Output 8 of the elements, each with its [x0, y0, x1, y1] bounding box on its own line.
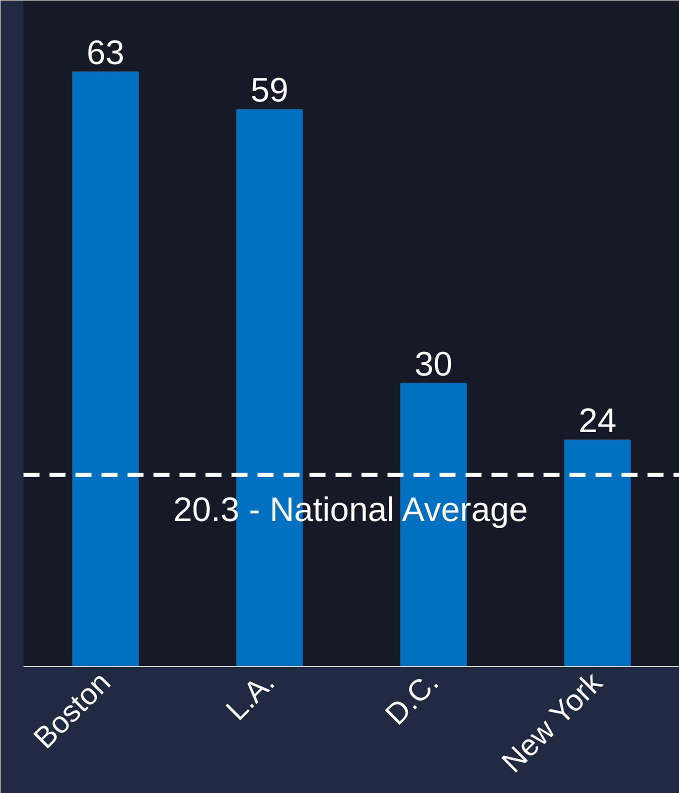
x-tick-label: D.C. [379, 666, 446, 732]
bar [72, 71, 139, 666]
data-label: 63 [86, 34, 124, 72]
data-label: 30 [414, 345, 452, 384]
data-label: 59 [250, 72, 288, 110]
bar [564, 439, 631, 666]
data-label: 24 [578, 402, 616, 440]
x-tick-label: L.A. [220, 666, 282, 727]
